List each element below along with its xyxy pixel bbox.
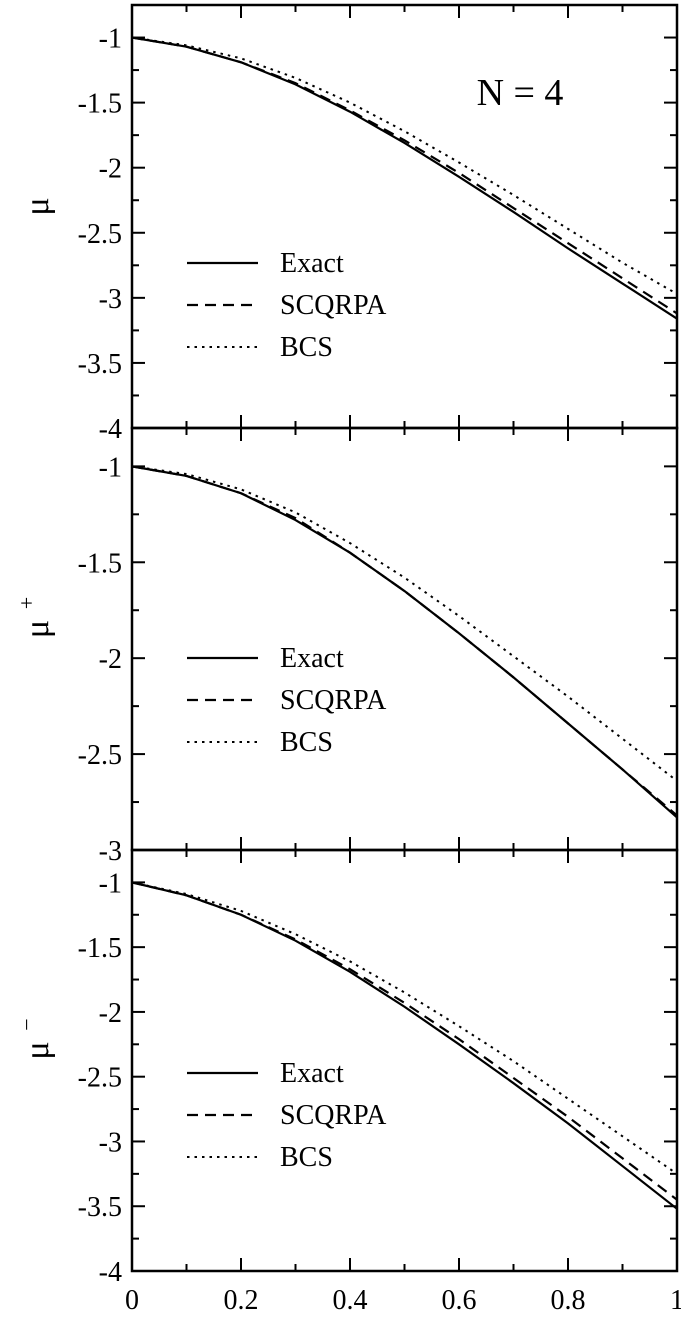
y-tick-label: -1.5 bbox=[78, 548, 122, 579]
x-tick-label: 0.8 bbox=[551, 1285, 586, 1316]
plot-frame bbox=[130, 3, 679, 430]
y-tick-label: -4 bbox=[99, 414, 122, 445]
y-tick-label: -3 bbox=[99, 836, 122, 867]
plot-frame bbox=[130, 426, 679, 852]
y-tick-label: -1.5 bbox=[78, 89, 122, 120]
legend-label-bcs: BCS bbox=[280, 1142, 333, 1173]
series-line-scqrpa bbox=[131, 36, 678, 315]
legend-label-scqrpa: SCQRPA bbox=[280, 1100, 387, 1131]
y-tick-label: -4 bbox=[99, 1257, 122, 1288]
annotation-label: N = 4 bbox=[477, 72, 564, 114]
panel-top: -4 -3.5 -3 -2.5 -2 -1.5 -1 μ N = 4 Exact SCQRPA BCS bbox=[19, 3, 679, 445]
y-tick-label: -1 bbox=[99, 24, 122, 55]
y-axis-label: μ bbox=[19, 197, 56, 215]
x-tick-label: 1 bbox=[670, 1285, 681, 1316]
y-axis-label-superscript: − bbox=[14, 1018, 39, 1030]
legend-label-bcs: BCS bbox=[280, 332, 333, 363]
legend-label-scqrpa: SCQRPA bbox=[280, 685, 387, 716]
y-tick-label: -3.5 bbox=[78, 1192, 122, 1223]
panel-middle: -3 -2.5 -2 -1.5 -1 μ + Exact SCQRPA BCS bbox=[14, 426, 679, 867]
y-tick-label: -2 bbox=[99, 998, 122, 1029]
y-tick-label: -2 bbox=[99, 154, 122, 185]
legend-label-scqrpa: SCQRPA bbox=[280, 290, 387, 321]
y-tick-label: -3 bbox=[99, 1127, 122, 1158]
legend: Exact SCQRPA BCS bbox=[187, 1058, 387, 1173]
y-tick-label: -2 bbox=[99, 644, 122, 675]
y-axis-label: μ bbox=[19, 620, 56, 638]
y-axis-label: μ bbox=[19, 1041, 56, 1059]
y-tick-label: -1 bbox=[99, 452, 122, 483]
series-line-exact bbox=[131, 36, 678, 320]
series-line-exact bbox=[131, 465, 678, 819]
legend-label-exact: Exact bbox=[280, 248, 344, 279]
y-tick-label: -1.5 bbox=[78, 933, 122, 964]
y-tick-label: -2.5 bbox=[78, 219, 122, 250]
legend-label-exact: Exact bbox=[280, 1058, 344, 1089]
legend-label-bcs: BCS bbox=[280, 727, 333, 758]
legend: Exact SCQRPA BCS bbox=[187, 248, 387, 363]
x-tick-label: 0 bbox=[125, 1285, 139, 1316]
x-tick-label: 0.6 bbox=[442, 1285, 477, 1316]
y-tick-label: -3 bbox=[99, 284, 122, 315]
series-line-bcs bbox=[131, 881, 678, 1175]
series-line-bcs bbox=[131, 36, 678, 295]
series-line-scqrpa bbox=[131, 881, 678, 1201]
panel-bottom: -4 -3.5 -3 -2.5 -2 -1.5 -1 0 0.2 0.4 0.6 0.8 1 μ − Exac… bbox=[14, 848, 681, 1316]
series-line-bcs bbox=[131, 465, 678, 782]
plot-frame bbox=[130, 848, 679, 1273]
y-tick-label: -1 bbox=[99, 868, 122, 899]
y-tick-label: -3.5 bbox=[78, 349, 122, 380]
y-tick-label: -2.5 bbox=[78, 1063, 122, 1094]
y-axis-label-superscript: + bbox=[14, 597, 39, 609]
x-tick-label: 0.2 bbox=[224, 1285, 259, 1316]
legend-label-exact: Exact bbox=[280, 643, 344, 674]
y-tick-label: -2.5 bbox=[78, 740, 122, 771]
legend: Exact SCQRPA BCS bbox=[187, 643, 387, 758]
series-line-scqrpa bbox=[131, 465, 678, 817]
series-line-exact bbox=[131, 881, 678, 1210]
x-tick-label: 0.4 bbox=[333, 1285, 368, 1316]
